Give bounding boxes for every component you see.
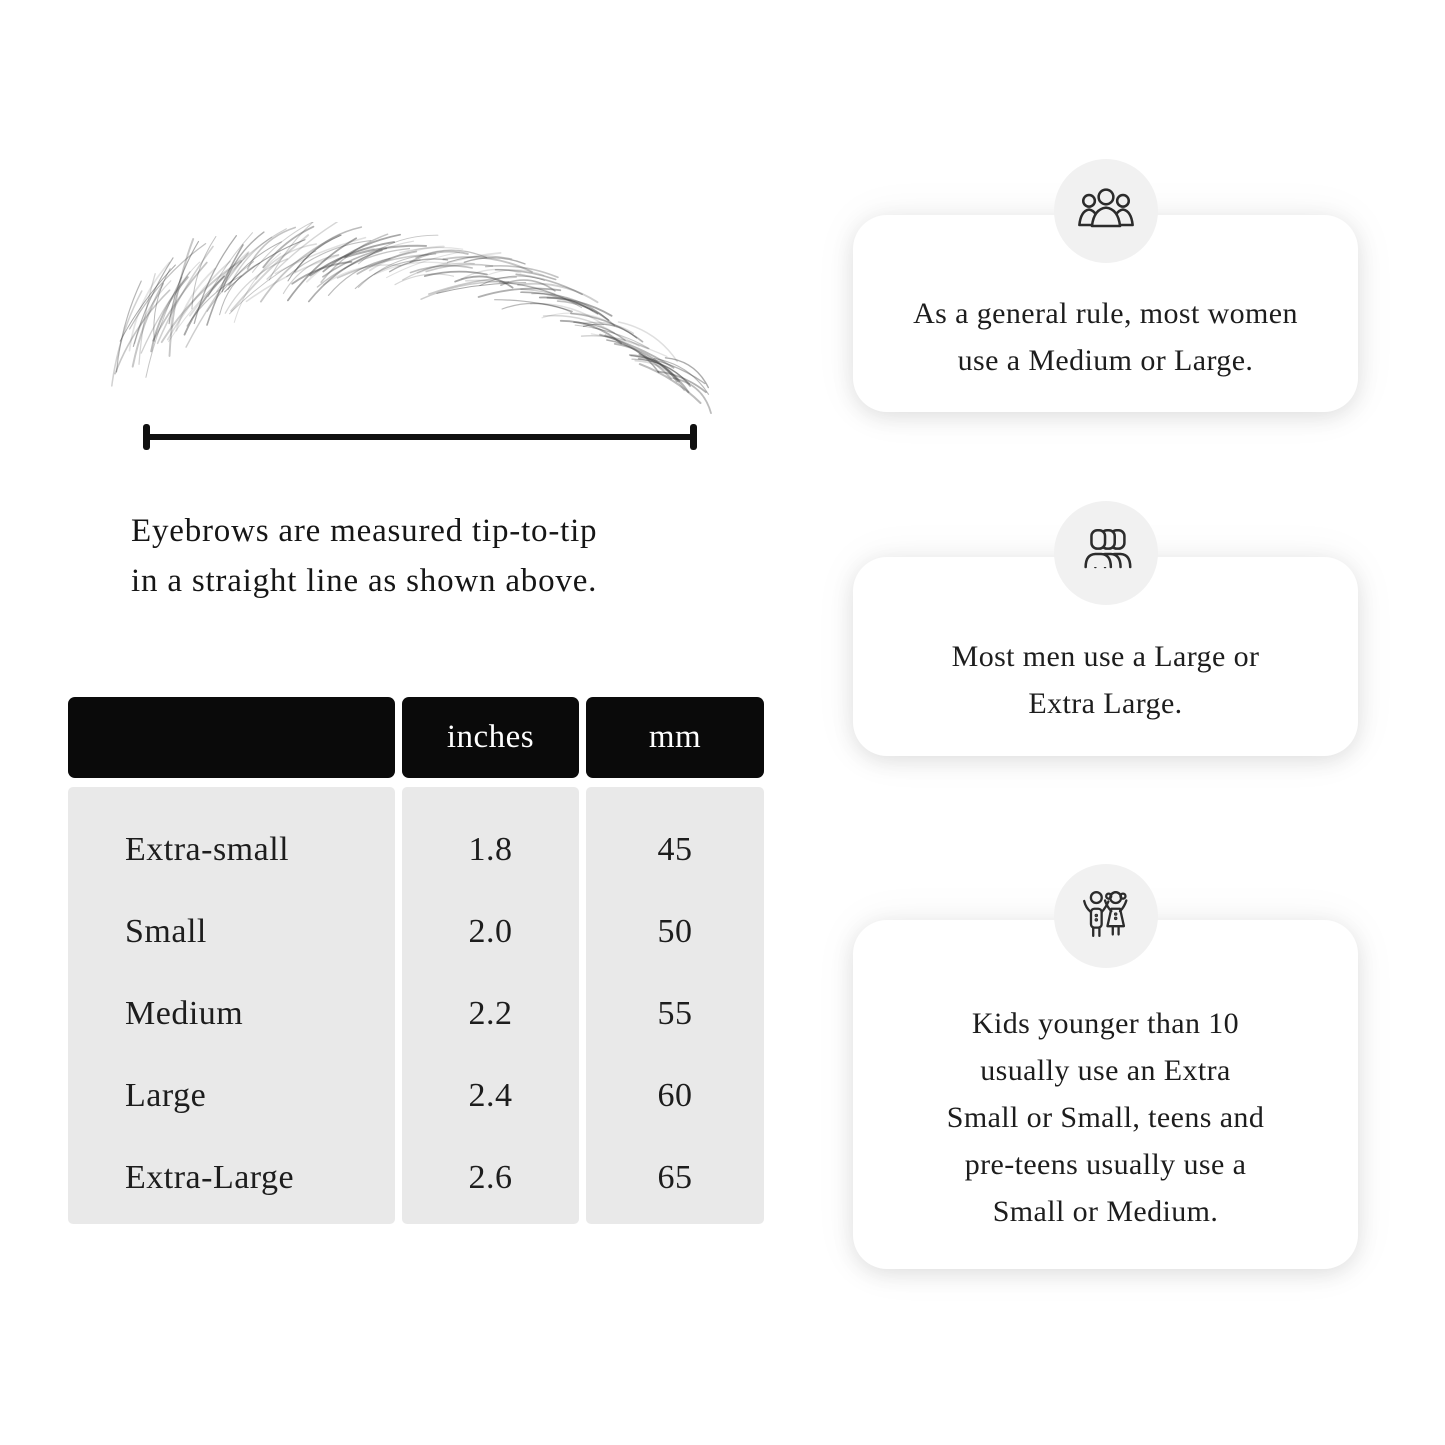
size-label: Large [125, 1077, 207, 1114]
size-table-inches-column: 1.8 2.0 2.2 2.4 2.6 [402, 787, 579, 1224]
card-text-line: pre-teens usually use a [964, 1148, 1247, 1181]
card-text-line: Small or Small, teens and [946, 1101, 1265, 1134]
caption-line-1: Eyebrows are measured tip-to-tip [131, 513, 598, 549]
size-label: Medium [125, 995, 244, 1032]
eyebrow-illustration [111, 222, 712, 414]
info-card-men: Most men use a Large or Extra Large. [853, 501, 1358, 756]
size-table: inches mm Extra-small Small Medium Large… [68, 697, 764, 1224]
mm-value: 65 [657, 1159, 693, 1196]
caption-line-2: in a straight line as shown above. [131, 563, 598, 599]
size-label: Extra-Large [125, 1159, 295, 1196]
women-group-icon [1077, 188, 1134, 228]
size-table-header-size [68, 697, 395, 778]
inches-value: 2.2 [468, 995, 513, 1032]
inches-value: 2.6 [468, 1159, 513, 1196]
inches-value: 1.8 [468, 831, 513, 868]
card-text-women: As a general rule, most women use a Medi… [913, 290, 1298, 384]
inches-value: 2.4 [468, 1077, 513, 1114]
mm-value: 50 [657, 913, 693, 950]
card-text-line: Extra Large. [1028, 686, 1183, 720]
info-card-women: As a general rule, most women use a Medi… [853, 159, 1358, 412]
card-text-line: Most men use a Large or [951, 639, 1260, 673]
card-text-line: use a Medium or Large. [957, 343, 1254, 377]
card-text-men: Most men use a Large or Extra Large. [952, 633, 1260, 727]
kids-icon [1082, 891, 1128, 938]
card-text-line: Small or Medium. [992, 1195, 1219, 1228]
inches-value: 2.0 [468, 913, 513, 950]
measurement-line-right-tick [690, 424, 697, 450]
icon-circle [1053, 159, 1158, 263]
info-card-kids: Kids younger than 10 usually use an Extr… [853, 864, 1358, 1269]
size-label: Small [125, 913, 207, 950]
card-text-line: As a general rule, most women [913, 296, 1298, 330]
measurement-caption: Eyebrows are measured tip-to-tip in a st… [131, 506, 751, 606]
mm-value: 55 [657, 995, 693, 1032]
mm-value: 45 [657, 831, 693, 868]
measurement-line-bar [146, 434, 694, 440]
size-table-header-inches: inches [402, 697, 579, 778]
size-table-mm-column: 45 50 55 60 65 [586, 787, 764, 1224]
mm-value: 60 [657, 1077, 693, 1114]
size-table-label-column: Extra-small Small Medium Large Extra-Lar… [68, 787, 395, 1224]
size-table-header-mm: mm [586, 697, 764, 778]
card-text-line: Kids younger than 10 [971, 1007, 1240, 1040]
card-text-kids: Kids younger than 10 usually use an Extr… [947, 1000, 1264, 1235]
icon-circle [1053, 501, 1158, 605]
men-group-icon [1083, 528, 1131, 569]
icon-circle [1053, 864, 1158, 968]
card-text-line: usually use an Extra [980, 1054, 1231, 1087]
size-label: Extra-small [125, 831, 290, 868]
